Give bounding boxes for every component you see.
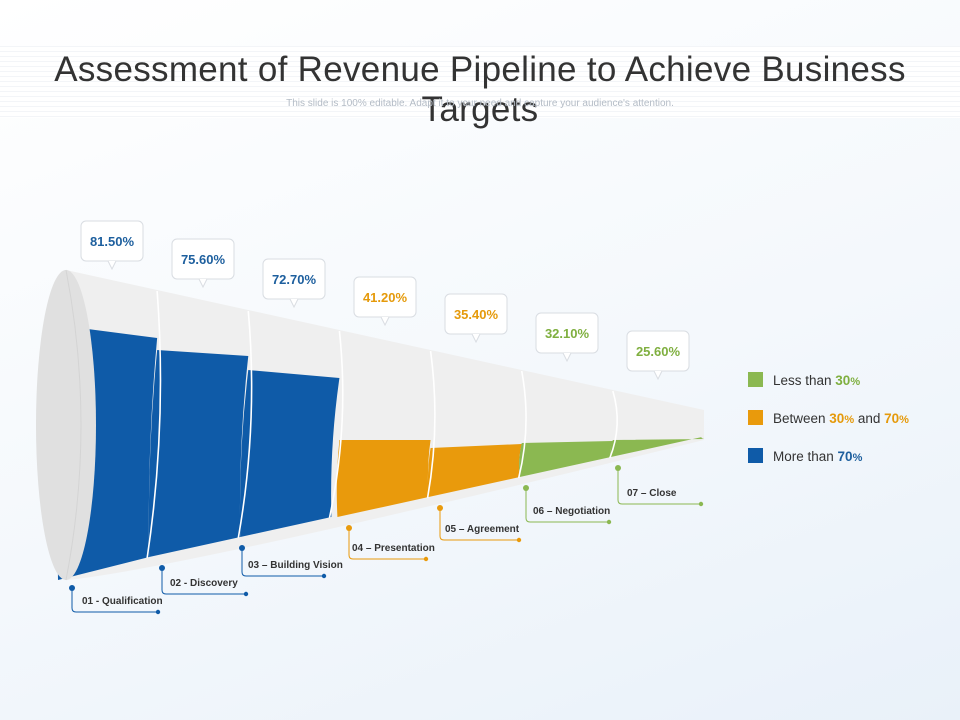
percent-label: 72.70% [272,272,317,287]
funnel-segment [239,370,340,537]
funnel-segment [427,444,522,497]
stage-connector [617,468,700,505]
stage-connector [71,588,157,613]
stage-connector [241,548,323,577]
stage-label: 07 – Close [627,488,677,499]
legend-swatch [748,372,763,387]
percent-label: 75.60% [181,252,226,267]
stage-label: 02 - Discovery [170,578,238,589]
stage-connector [525,488,608,523]
legend-swatch [748,410,763,425]
percent-callout-pointer [198,278,208,289]
legend-label: More than 70% [773,449,863,464]
stage-connector [348,528,425,560]
stage-label: 06 – Negotiation [533,506,610,517]
stage-label: 01 - Qualification [82,596,163,607]
percent-label: 35.40% [454,307,499,322]
percent-callout-pointer [107,260,117,271]
percent-callout-pointer [289,298,299,309]
stage-end-dot [155,609,161,615]
stage-end-dot [516,537,522,543]
stage-end-dot [423,556,429,562]
segment-divider [237,310,253,539]
percent-callout-pointer [380,316,390,327]
stage-label: 03 – Building Vision [248,560,343,571]
legend-label: Less than 30% [773,373,861,388]
percent-label: 81.50% [90,234,135,249]
stage-connector [161,568,245,595]
stage-label: 04 – Presentation [352,543,435,554]
stage-connector [439,508,518,541]
percent-callout-pointer [562,352,572,363]
stage-end-dot [321,573,327,579]
legend-swatch [748,448,763,463]
funnel-segment [610,437,704,457]
percent-label: 32.10% [545,326,590,341]
percent-callout-pointer [653,370,663,381]
page-subtitle: This slide is 100% editable. Adapt it to… [286,98,674,109]
percent-callout-pointer [471,333,481,344]
segment-divider [426,350,436,499]
legend-label: Between 30% and 70% [773,411,909,426]
segment-divider [609,390,619,459]
stage-end-dot [698,501,704,507]
funnel-segment [148,350,249,557]
segment-divider [146,290,162,559]
funnel-segment [336,440,431,517]
segment-divider [328,330,344,519]
stage-end-dot [606,519,612,525]
percent-label: 41.20% [363,290,408,305]
percent-label: 25.60% [636,344,681,359]
stage-end-dot [243,591,249,597]
segment-divider [517,370,527,479]
page-title: Assessment of Revenue Pipeline to Achiev… [54,50,906,129]
funnel-mouth-edge [65,269,82,581]
funnel-segment [519,441,613,477]
funnel-mouth [36,270,96,580]
title-band [0,46,960,118]
stage-label: 05 – Agreement [445,524,520,535]
